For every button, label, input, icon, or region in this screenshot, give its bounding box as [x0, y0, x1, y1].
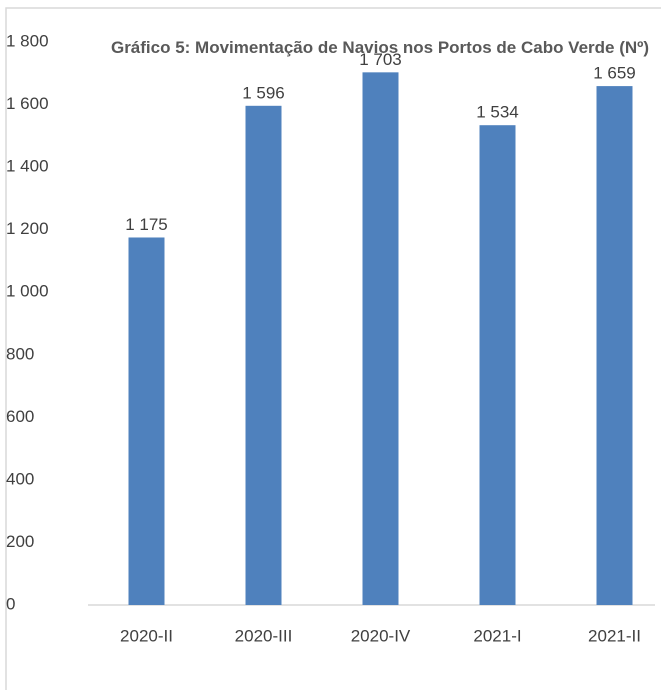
- y-tick-label: 0: [6, 594, 15, 613]
- bar: [362, 72, 399, 605]
- y-tick-label: 1 600: [6, 94, 49, 113]
- value-label: 1 703: [359, 50, 402, 69]
- x-tick-label: 2020-III: [235, 626, 293, 645]
- value-label: 1 596: [242, 83, 285, 102]
- x-tick-label: 2021-I: [473, 626, 521, 645]
- y-tick-label: 1 000: [6, 282, 49, 301]
- x-tick-label: 2020-II: [120, 626, 173, 645]
- bar: [479, 125, 516, 606]
- chart-frame: [5, 7, 661, 690]
- y-tick-label: 1 200: [6, 219, 49, 238]
- chart-title: Gráfico 5: Movimentação de Navios nos Po…: [110, 38, 650, 57]
- value-label: 1 659: [593, 64, 636, 83]
- y-tick-label: 400: [6, 469, 34, 488]
- bar: [128, 237, 165, 605]
- bar: [596, 86, 633, 605]
- x-tick-label: 2020-IV: [351, 626, 411, 645]
- bar: [245, 105, 282, 605]
- y-tick-label: 800: [6, 344, 34, 363]
- y-tick-label: 1 800: [6, 31, 49, 50]
- y-tick-label: 200: [6, 532, 34, 551]
- value-label: 1 534: [476, 103, 519, 122]
- y-tick-label: 1 400: [6, 157, 49, 176]
- y-tick-label: 600: [6, 407, 34, 426]
- value-label: 1 175: [125, 215, 168, 234]
- x-tick-label: 2021-II: [588, 626, 641, 645]
